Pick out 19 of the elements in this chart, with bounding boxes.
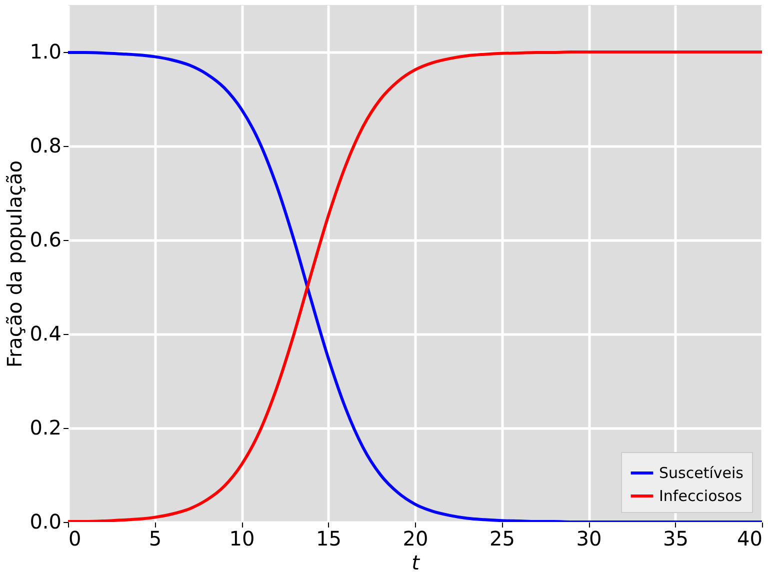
y-tick-label: 0.4: [30, 322, 62, 346]
x-tick-label: 30: [576, 526, 602, 550]
legend-label: Suscetíveis: [659, 464, 744, 482]
x-tick-label: 20: [402, 526, 428, 550]
x-tick-label: 10: [229, 526, 255, 550]
legend-label: Infecciosos: [659, 487, 742, 505]
y-tick-label: 0.2: [30, 416, 62, 440]
x-tick-label: 0: [68, 526, 82, 550]
y-tick-label: 1.0: [30, 40, 62, 64]
y-axis-title: Fração da população: [2, 160, 27, 368]
x-tick-label: 40: [737, 526, 762, 550]
x-tick-label: 15: [316, 526, 342, 550]
x-tick-label: 25: [490, 526, 515, 550]
x-axis-title: t: [412, 550, 421, 574]
x-tick-label: 5: [148, 526, 162, 550]
y-tick-label: 0.0: [30, 510, 62, 534]
y-tick-label: 0.8: [30, 134, 62, 158]
x-tick-label: 35: [663, 526, 688, 550]
y-tick-label: 0.6: [30, 228, 62, 252]
